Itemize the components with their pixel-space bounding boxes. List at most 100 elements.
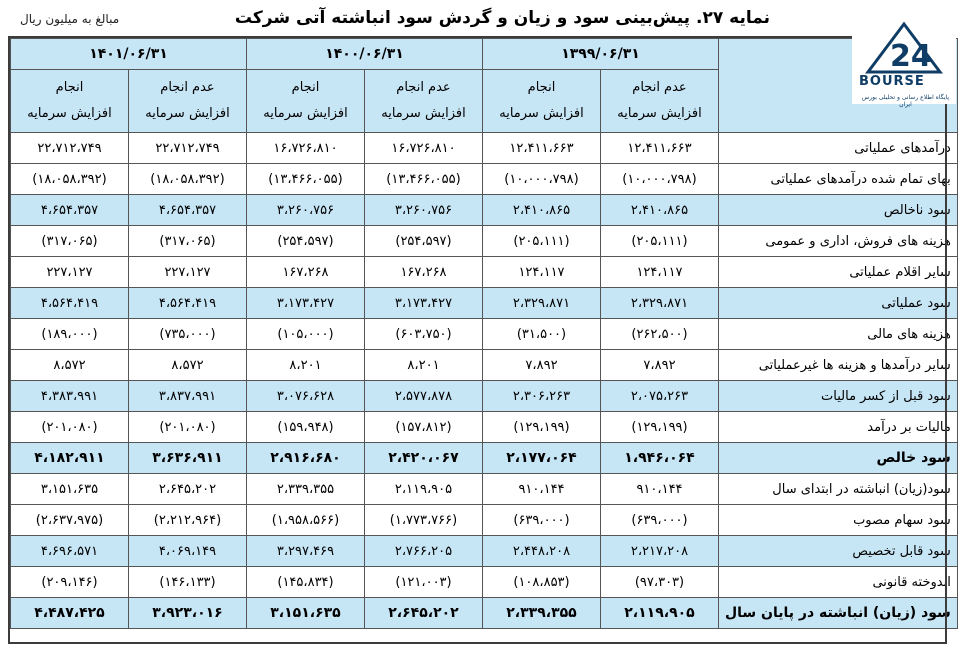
scenario-header: عدم انجام افزایش سرمایه [600, 69, 719, 133]
row-label: بهای تمام شده درآمدهای عملیاتی [718, 163, 958, 195]
row-label: سود سهام مصوب [718, 504, 958, 536]
profit-loss-forecast-table: ۱۴۰۱/۰۶/۳۱ ۱۴۰۰/۰۶/۳۱ ۱۳۹۹/۰۶/۳۱ شرح انج… [10, 38, 958, 629]
value-cell: (۲۰۵،۱۱۱) [600, 225, 719, 257]
value-cell: ۴،۵۶۴،۴۱۹ [128, 287, 247, 319]
logo-subtitle: پایگاه اطلاع رسانی و تحلیلی بورس ایران [861, 94, 950, 108]
value-cell: (۶۳۹،۰۰۰) [600, 504, 719, 536]
value-cell: ۴،۴۸۷،۴۲۵ [10, 597, 129, 629]
table-row: ۲۲،۷۱۲،۷۴۹ ۲۲،۷۱۲،۷۴۹ ۱۶،۷۲۶،۸۱۰ ۱۶،۷۲۶،۸۱۰… [10, 132, 958, 164]
value-cell: (۷۳۵،۰۰۰) [128, 318, 247, 350]
value-cell: ۳،۱۵۱،۶۳۵ [10, 473, 129, 505]
value-cell: (۱۵۹،۹۴۸) [246, 411, 365, 443]
bourse-logo: 24 BOURSE پایگاه اطلاع رسانی و تحلیلی بو… [852, 21, 956, 108]
table-row: ۸،۵۷۲ ۸،۵۷۲ ۸،۲۰۱ ۸،۲۰۱ ۷،۸۹۲ ۷،۸۹۲ سایر درآمد… [10, 349, 958, 381]
row-label: هزینه های فروش، اداری و عمومی [718, 225, 958, 257]
value-cell: ۹۱۰،۱۴۴ [600, 473, 719, 505]
value-cell: (۱۲۹،۱۹۹) [600, 411, 719, 443]
table-row: ۴،۴۸۷،۴۲۵ ۳،۹۲۳،۰۱۶ ۳،۱۵۱،۶۳۵ ۲،۶۴۵،۲۰۲ ۲،۳۳… [10, 597, 958, 629]
value-cell: (۱۰۸،۸۵۳) [482, 566, 601, 598]
value-cell: ۲،۴۲۰،۰۶۷ [364, 442, 483, 474]
period-header: ۱۴۰۰/۰۶/۳۱ [246, 38, 483, 70]
scenario-header: عدم انجام افزایش سرمایه [128, 69, 247, 133]
value-cell: ۲۲،۷۱۲،۷۴۹ [128, 132, 247, 164]
value-cell: ۴،۱۸۲،۹۱۱ [10, 442, 129, 474]
value-cell: (۱۳،۴۶۶،۰۵۵) [246, 163, 365, 195]
value-cell: ۲،۹۱۶،۶۸۰ [246, 442, 365, 474]
value-cell: (۱،۹۵۸،۵۶۶) [246, 504, 365, 536]
value-cell: ۳،۸۳۷،۹۹۱ [128, 380, 247, 412]
value-cell: ۳،۶۳۶،۹۱۱ [128, 442, 247, 474]
value-cell: ۳،۱۷۳،۴۲۷ [364, 287, 483, 319]
value-cell: ۲،۷۶۶،۲۰۵ [364, 535, 483, 567]
value-cell: ۱۶،۷۲۶،۸۱۰ [364, 132, 483, 164]
unit-note: مبالغ به میلیون ریال [20, 12, 120, 26]
scenario-header: عدم انجام افزایش سرمایه [364, 69, 483, 133]
value-cell: ۴،۵۶۴،۴۱۹ [10, 287, 129, 319]
row-label: سود(زیان) انباشته در ابتدای سال [718, 473, 958, 505]
value-cell: ۴،۶۹۶،۵۷۱ [10, 535, 129, 567]
table-row: (۲۰۹،۱۴۶) (۱۴۶،۱۳۳) (۱۴۵،۸۳۴) (۱۲۱،۰۰۳) (۱۰۸… [10, 566, 958, 598]
value-cell: ۴،۰۶۹،۱۴۹ [128, 535, 247, 567]
value-cell: ۴،۳۸۳،۹۹۱ [10, 380, 129, 412]
value-cell: ۹۱۰،۱۴۴ [482, 473, 601, 505]
value-cell: (۱۲۹،۱۹۹) [482, 411, 601, 443]
table-row: (۲،۶۳۷،۹۷۵) (۲،۲۱۲،۹۶۴) (۱،۹۵۸،۵۶۶) (۱،۷۷۳،… [10, 504, 958, 536]
value-cell: ۱۲،۴۱۱،۶۶۳ [600, 132, 719, 164]
row-label: سود خالص [718, 442, 958, 474]
table-row: ۴،۳۸۳،۹۹۱ ۳،۸۳۷،۹۹۱ ۳،۰۷۶،۶۲۸ ۲،۵۷۷،۸۷۸ ۲،۳۰… [10, 380, 958, 412]
value-cell: ۲،۴۱۰،۸۶۵ [482, 194, 601, 226]
value-cell: (۲۵۴،۵۹۷) [364, 225, 483, 257]
value-cell: ۳،۹۲۳،۰۱۶ [128, 597, 247, 629]
period-header: ۱۴۰۱/۰۶/۳۱ [10, 38, 247, 70]
table-row: ۴،۶۹۶،۵۷۱ ۴،۰۶۹،۱۴۹ ۳،۲۹۷،۴۶۹ ۲،۷۶۶،۲۰۵ ۲،۴۴… [10, 535, 958, 567]
table-row: ۴،۵۶۴،۴۱۹ ۴،۵۶۴،۴۱۹ ۳،۱۷۳،۴۲۷ ۳،۱۷۳،۴۲۷ ۲،۳۲… [10, 287, 958, 319]
table-row: ۳،۱۵۱،۶۳۵ ۲،۶۴۵،۲۰۲ ۲،۳۳۹،۳۵۵ ۲،۱۱۹،۹۰۵ ۹۱۰،… [10, 473, 958, 505]
table-row: ۴،۱۸۲،۹۱۱ ۳،۶۳۶،۹۱۱ ۲،۹۱۶،۶۸۰ ۲،۴۲۰،۰۶۷ ۲،۱۷… [10, 442, 958, 474]
value-cell: ۱۶۷،۲۶۸ [246, 256, 365, 288]
value-cell: ۲،۰۷۵،۲۶۳ [600, 380, 719, 412]
table-row: (۱۸،۰۵۸،۳۹۲) (۱۸،۰۵۸،۳۹۲) (۱۳،۴۶۶،۰۵۵) (۱۳،… [10, 163, 958, 195]
value-cell: (۱۳،۴۶۶،۰۵۵) [364, 163, 483, 195]
scenario-header: انجام افزایش سرمایه [246, 69, 365, 133]
value-cell: ۷،۸۹۲ [600, 349, 719, 381]
value-cell: ۴،۶۵۴،۳۵۷ [128, 194, 247, 226]
row-label: سایر اقلام عملیاتی [718, 256, 958, 288]
value-cell: ۸،۲۰۱ [364, 349, 483, 381]
value-cell: (۱۲۱،۰۰۳) [364, 566, 483, 598]
value-cell: ۱۲۴،۱۱۷ [600, 256, 719, 288]
value-cell: (۱۵۷،۸۱۲) [364, 411, 483, 443]
row-label: اندوخته قانونی [718, 566, 958, 598]
period-header: ۱۳۹۹/۰۶/۳۱ [482, 38, 719, 70]
value-cell: (۱۴۶،۱۳۳) [128, 566, 247, 598]
bourse-logo-icon: 24 [865, 21, 943, 74]
value-cell: (۱۰،۰۰۰،۷۹۸) [482, 163, 601, 195]
value-cell: ۲،۱۱۹،۹۰۵ [364, 473, 483, 505]
value-cell: ۲،۳۳۹،۳۵۵ [482, 597, 601, 629]
value-cell: (۲۰۹،۱۴۶) [10, 566, 129, 598]
value-cell: ۳،۲۹۷،۴۶۹ [246, 535, 365, 567]
value-cell: ۳،۲۶۰،۷۵۶ [364, 194, 483, 226]
value-cell: (۱۸۹،۰۰۰) [10, 318, 129, 350]
svg-text:24: 24 [890, 39, 932, 74]
value-cell: (۳۱،۵۰۰) [482, 318, 601, 350]
value-cell: ۲،۱۷۷،۰۶۴ [482, 442, 601, 474]
value-cell: (۳۱۷،۰۶۵) [128, 225, 247, 257]
value-cell: ۲۲۷،۱۲۷ [10, 256, 129, 288]
value-cell: (۲۰۵،۱۱۱) [482, 225, 601, 257]
value-cell: (۲۶۲،۵۰۰) [600, 318, 719, 350]
value-cell: ۴،۶۵۴،۳۵۷ [10, 194, 129, 226]
value-cell: ۸،۵۷۲ [10, 349, 129, 381]
value-cell: (۱،۷۷۳،۷۶۶) [364, 504, 483, 536]
value-cell: ۲۲۷،۱۲۷ [128, 256, 247, 288]
value-cell: ۳،۱۷۳،۴۲۷ [246, 287, 365, 319]
value-cell: ۸،۲۰۱ [246, 349, 365, 381]
value-cell: (۲،۲۱۲،۹۶۴) [128, 504, 247, 536]
value-cell: (۲۰۱،۰۸۰) [10, 411, 129, 443]
value-cell: ۲،۳۳۹،۳۵۵ [246, 473, 365, 505]
value-cell: ۱۲۴،۱۱۷ [482, 256, 601, 288]
row-label: مالیات بر درآمد [718, 411, 958, 443]
logo-text: BOURSE [859, 74, 925, 89]
value-cell: ۳،۱۵۱،۶۳۵ [246, 597, 365, 629]
value-cell: (۶۳۹،۰۰۰) [482, 504, 601, 536]
value-cell: ۲،۵۷۷،۸۷۸ [364, 380, 483, 412]
